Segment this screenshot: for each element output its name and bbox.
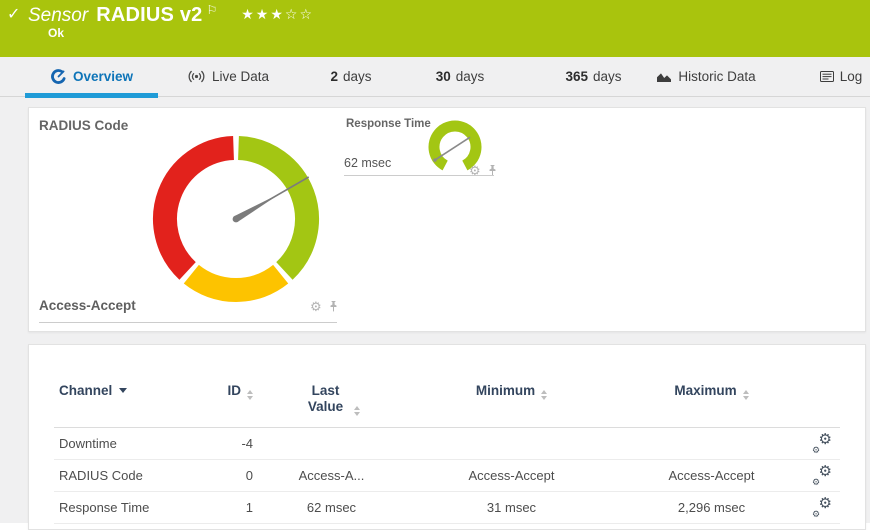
tab-label: days [342,69,372,84]
tab-label: Log [839,69,863,84]
priority-stars[interactable]: ★★★☆☆ [241,6,314,23]
main-gauge-status-label: Access-Accept [39,298,136,313]
gear-icon: ⚙ [812,444,821,455]
area-chart-icon [656,71,672,83]
gear-icon: ⚙ [818,430,832,448]
tab-label: days [455,69,485,84]
cell-maximum: Access-Accept [668,468,755,483]
mini-gauge-arc [428,120,482,171]
gear-icon[interactable]: ⚙ [310,299,322,314]
main-gauge-divider [39,322,337,323]
sort-caret-down-icon [119,388,128,393]
tab-number: 30 [435,69,451,84]
tab-label: Historic Data [678,69,756,84]
tab-overview[interactable]: Overview [25,57,158,98]
flag-icon[interactable]: ⚐ [206,3,218,17]
table-row-radius-code[interactable]: RADIUS Code 0 Access-A... Access-Accept … [54,460,840,492]
tab-label: Live Data [211,69,270,84]
table-row-response-time[interactable]: Response Time 1 62 msec 31 msec 2,296 ms… [54,492,840,524]
gear-icon[interactable]: ⚙ [469,163,481,178]
channel-settings-icon[interactable]: ⚙ ⚙ [811,462,832,487]
mini-gauge-divider [344,175,494,176]
tab-2-days[interactable]: 2 days [322,57,380,96]
table-row-downtime[interactable]: Downtime -4 ⚙ ⚙ [54,428,840,460]
main-gauge-controls: ⚙ [310,300,338,313]
cell-minimum: Access-Accept [468,468,555,483]
pin-icon[interactable] [488,165,497,176]
column-label: Minimum [475,383,536,398]
column-label: ID [227,383,242,398]
gear-icon: ⚙ [818,462,832,480]
sensor-status-text: Ok [48,26,65,40]
gear-icon: ⚙ [812,476,821,487]
log-icon [819,71,834,82]
cell-last-value: 62 msec [306,500,357,515]
tab-30-days[interactable]: 30 days [428,57,492,96]
gauge-segment-warning [183,264,289,302]
sort-arrows-icon [247,390,253,400]
gauge-icon [50,68,67,85]
radius-code-gauge [153,136,319,302]
sort-arrows-icon [353,406,360,416]
overview-gauges-panel: RADIUS Code Access-Accept ⚙ Response Tim… [28,107,866,332]
column-header-id[interactable]: ID [209,383,259,400]
response-time-gauge [428,120,482,171]
mini-gauge-value: 62 msec [344,156,392,170]
column-header-last-value[interactable]: Last Value [259,383,404,416]
cell-channel: Response Time [59,500,150,515]
cell-minimum: 31 msec [486,500,537,515]
tab-bar: Overview Live Data 2 days 30 days 365 da… [0,57,870,98]
channel-settings-icon[interactable]: ⚙ ⚙ [811,430,832,455]
channel-table-header: Channel ID Last Value Minimum Maximum [54,345,840,428]
mini-gauge-controls: ⚙ [469,164,497,177]
cell-last-value: Access-A... [298,468,365,483]
cell-channel: RADIUS Code [59,468,143,483]
stars-empty: ☆☆ [284,6,315,22]
tab-number: 365 [565,69,588,84]
ok-check-icon: ✓ [7,6,21,23]
sensor-title: Sensor RADIUS v2 ⚐ ★★★☆☆ [28,3,314,27]
cell-id: 1 [245,500,253,515]
sensor-name: RADIUS v2 [96,4,203,26]
active-tab-underline [25,93,158,98]
tab-log[interactable]: Log [814,57,868,96]
gear-icon: ⚙ [812,508,821,519]
cell-maximum: 2,296 msec [677,500,746,515]
gauge-segment-error [153,136,235,280]
tab-number: 2 [330,69,338,84]
sort-arrows-icon [742,390,749,400]
stars-filled: ★★★ [241,6,285,22]
cell-channel: Downtime [59,436,117,451]
channel-settings-icon[interactable]: ⚙ ⚙ [811,494,832,519]
column-label: Last Value [307,383,344,414]
gear-icon: ⚙ [818,494,832,512]
column-header-minimum[interactable]: Minimum [404,383,619,400]
tab-label: Overview [72,69,134,84]
channel-table-panel: Channel ID Last Value Minimum Maximum Do… [28,344,866,530]
tab-historic-data[interactable]: Historic Data [652,57,760,96]
mini-gauge-needle [433,136,471,162]
tab-365-days[interactable]: 365 days [557,57,630,96]
sensor-title-prefix: Sensor [28,5,89,26]
column-label: Maximum [674,383,737,398]
gauge-needle [232,176,310,223]
tab-live-data[interactable]: Live Data [178,57,278,96]
sort-arrows-icon [541,390,548,400]
pin-icon[interactable] [329,301,338,312]
column-header-channel[interactable]: Channel [54,383,209,399]
column-header-maximum[interactable]: Maximum [619,383,804,400]
cell-id: -4 [241,436,253,451]
broadcast-icon [187,70,206,83]
sensor-status-header: ✓ Sensor RADIUS v2 ⚐ ★★★☆☆ Ok [0,0,870,57]
mini-gauge-title: Response Time [346,118,431,130]
tab-label: days [593,69,622,84]
gauge-segment-ok [237,136,319,280]
cell-id: 0 [245,468,253,483]
column-label: Channel [59,383,113,398]
main-gauge-title: RADIUS Code [39,118,129,133]
